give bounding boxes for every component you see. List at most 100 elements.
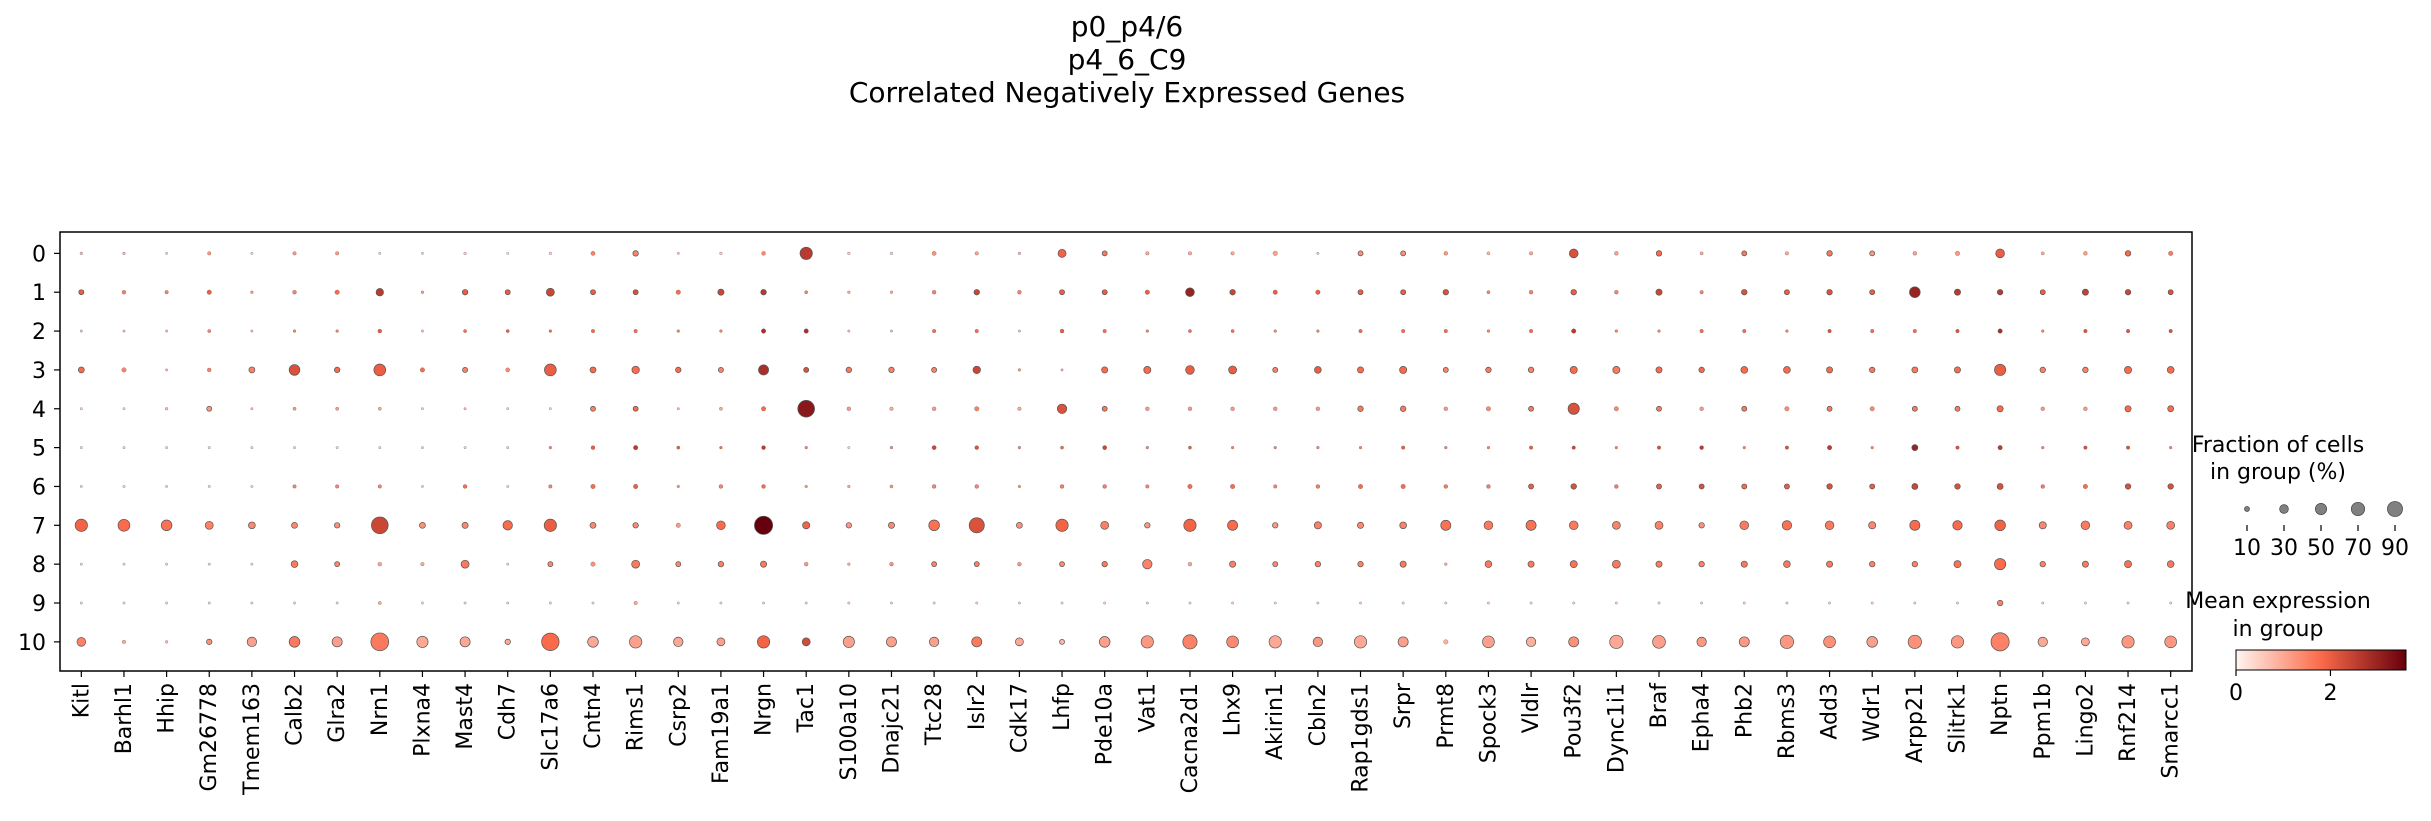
dot-Pde10a-group-8 (1101, 561, 1108, 568)
dot-Cdk17-group-5 (1017, 446, 1021, 450)
dot-Spock3-group-8 (1484, 560, 1493, 568)
x-tick-label: Pou3f2 (1562, 683, 1587, 759)
dot-Kitl-group-10 (76, 637, 87, 647)
dot-Rnf214-group-4 (2124, 405, 2132, 413)
dot-S100a10-group-3 (845, 366, 852, 374)
dot-Epha4-group-6 (1698, 483, 1705, 490)
dot-Lhfp-group-0 (1057, 249, 1067, 258)
dot-Kitl-group-6 (79, 485, 83, 488)
dot-Epha4-group-1 (1699, 290, 1704, 295)
dot-S100a10-group-2 (847, 329, 851, 333)
dot-Cacna2d1-group-2 (1188, 329, 1192, 333)
dot-S100a10-group-8 (847, 562, 851, 566)
dot-Vat1-group-9 (1145, 601, 1149, 605)
x-tick-label: Lhfp (1050, 683, 1075, 731)
dot-Csrp2-group-10 (673, 636, 684, 647)
y-tick-label: 5 (32, 437, 46, 462)
dot-Tac1-group-0 (799, 246, 813, 260)
dot-Epha4-group-3 (1698, 366, 1705, 374)
dot-S100a10-group-9 (847, 601, 851, 605)
dot-Hhip-group-5 (165, 446, 168, 449)
dot-Nptn-group-7 (1994, 519, 2006, 532)
dot-Cdh7-group-3 (505, 367, 510, 373)
dot-Cntn4-group-7 (589, 521, 597, 529)
dot-Nrn1-group-8 (377, 562, 382, 567)
dot-Phb2-group-8 (1740, 560, 1748, 568)
dot-Dync1i1-group-5 (1614, 446, 1618, 450)
dot-Gm26778-group-8 (207, 562, 211, 566)
y-tick-label: 0 (32, 242, 46, 267)
dot-Rbms3-group-5 (1784, 445, 1789, 450)
dot-Mast4-group-1 (461, 289, 469, 296)
dot-Nrn1-group-5 (378, 446, 382, 449)
dot-Rims1-group-6 (633, 484, 639, 489)
dot-Nrgn-group-2 (761, 328, 766, 334)
dot-Slitrk1-group-6 (1954, 483, 1961, 490)
dot-Vat1-group-4 (1145, 406, 1150, 411)
dot-Mast4-group-10 (459, 636, 471, 648)
dot-Rap1gds1-group-5 (1358, 446, 1363, 450)
dot-Tac1-group-6 (804, 484, 808, 488)
dot-S100a10-group-4 (846, 406, 851, 411)
dot-Nptn-group-5 (1997, 445, 2003, 451)
dot-S100a10-group-1 (847, 290, 851, 294)
dot-Cdk17-group-9 (1018, 601, 1021, 605)
dot-Ppm1b-group-9 (2041, 601, 2045, 605)
x-tick-label: Cdk17 (1007, 683, 1032, 753)
dot-Slc17a6-group-9 (549, 601, 552, 605)
dot-Csrp2-group-6 (676, 484, 680, 488)
dot-Vat1-group-10 (1140, 635, 1154, 649)
dot-Wdr1-group-10 (1866, 636, 1878, 648)
dot-Plxna4-group-3 (420, 367, 425, 373)
dot-Ttc28-group-1 (932, 290, 937, 295)
dot-Cacna2d1-group-7 (1183, 518, 1197, 532)
dot-Rims1-group-7 (632, 522, 639, 529)
x-tick-label: Slitrk1 (1945, 683, 1970, 754)
dot-Fam19a1-group-1 (717, 288, 725, 296)
dot-Lhfp-group-2 (1059, 328, 1065, 334)
dot-Glra2-group-8 (334, 561, 341, 568)
dot-Gm26778-group-4 (206, 405, 213, 412)
dot-Cbln2-group-1 (1315, 289, 1321, 295)
dot-Plxna4-group-6 (421, 485, 424, 488)
dot-Wdr1-group-7 (1868, 521, 1877, 530)
dot-S100a10-group-7 (845, 522, 852, 529)
dot-Hhip-group-6 (165, 485, 168, 488)
dot-Akirin1-group-2 (1273, 329, 1277, 333)
dot-Rap1gds1-group-10 (1353, 635, 1368, 649)
dot-Cacna2d1-group-6 (1187, 484, 1193, 489)
dot-Pou3f2-group-4 (1567, 402, 1580, 415)
dot-Nrn1-group-0 (378, 252, 382, 255)
dot-Kitl-group-0 (79, 251, 83, 255)
dot-Epha4-group-8 (1698, 561, 1705, 568)
dot-Dync1i1-group-8 (1612, 559, 1621, 569)
dot-Tac1-group-9 (804, 601, 808, 605)
dot-Rims1-group-2 (633, 329, 638, 333)
dot-Wdr1-group-9 (1870, 601, 1874, 605)
dot-Slc17a6-group-5 (548, 446, 552, 450)
x-tick-label: Epha4 (1690, 683, 1715, 752)
dot-Smarcc1-group-10 (2164, 635, 2177, 649)
dot-Lingo2-group-4 (2083, 406, 2088, 411)
dot-Akirin1-group-3 (1272, 367, 1279, 373)
x-tick-label: Gm26778 (197, 683, 222, 791)
dot-Slitrk1-group-10 (1950, 635, 1965, 649)
dot-Epha4-group-5 (1699, 445, 1704, 450)
dot-Smarcc1-group-8 (2166, 560, 2175, 568)
dot-Vldlr-group-8 (1527, 560, 1535, 568)
size-legend-dot (2387, 501, 2403, 517)
dot-Rbms3-group-6 (1784, 483, 1790, 490)
dot-Pou3f2-group-1 (1570, 289, 1577, 296)
dot-Phb2-group-7 (1739, 520, 1750, 531)
dot-Dnajc21-group-2 (890, 329, 893, 333)
dot-Hhip-group-2 (165, 329, 168, 333)
dot-Gm26778-group-1 (206, 289, 212, 295)
dot-Rbms3-group-1 (1784, 289, 1790, 296)
dot-Nrgn-group-7 (754, 515, 774, 535)
x-tick-label: Vat1 (1135, 683, 1160, 732)
dot-Calb2-group-3 (288, 364, 301, 376)
dot-Prmt8-group-6 (1443, 484, 1448, 489)
dot-Csrp2-group-5 (676, 445, 681, 450)
dot-Rbms3-group-2 (1785, 329, 1789, 333)
dot-Mast4-group-2 (463, 329, 467, 333)
